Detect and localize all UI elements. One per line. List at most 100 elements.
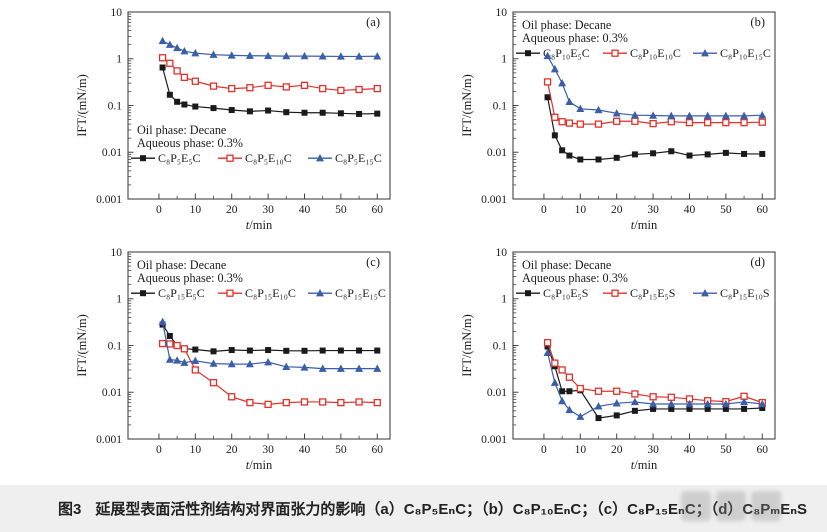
y-tick-label: 0.001 <box>96 434 122 446</box>
x-tick-label: 40 <box>299 204 311 216</box>
series-C₈P₁₀E₅C <box>544 94 766 163</box>
x-tick-label: 40 <box>684 204 696 216</box>
panel-letter: (d) <box>750 255 765 269</box>
x-tick-label: 20 <box>226 444 238 456</box>
y-tick-label: 0.001 <box>96 194 122 206</box>
x-tick-label: 60 <box>757 444 769 456</box>
info-line: Aqueous phase: 0.3% <box>137 136 243 150</box>
legend: C₈P₅E₅C C₈P₅E₁₀C C₈P₅E₁₅C <box>131 151 382 165</box>
legend-label: C₈P₁₀E₅C <box>543 46 590 60</box>
x-tick-label: 60 <box>372 444 384 456</box>
y-tick-label: 0.1 <box>108 100 123 112</box>
plot-frame <box>512 11 776 200</box>
y-tick-label: 0.001 <box>481 194 507 206</box>
x-tick-label: 50 <box>720 204 732 216</box>
legend-label: C₈P₁₅E₅C <box>158 286 205 300</box>
watermark <box>681 491 827 529</box>
legend-label: C₈P₅E₅C <box>158 151 201 165</box>
x-tick-label: 40 <box>684 444 696 456</box>
x-axis: 0 10 20 30 40 50 60 t/min <box>541 193 769 232</box>
y-axis-title: IFT/(mN/m) <box>75 74 89 137</box>
x-tick-label: 30 <box>647 444 659 456</box>
x-tick-label: 10 <box>190 204 202 216</box>
y-axis-title: IFT/(mN/m) <box>460 314 474 377</box>
legend-label: C₈P₁₀E₁₅C <box>720 46 771 60</box>
x-tick-label: 60 <box>372 204 384 216</box>
y-tick-label: 1 <box>116 54 122 66</box>
x-tick-label: 60 <box>757 204 769 216</box>
x-tick-label: 50 <box>335 444 347 456</box>
y-axis: 10 1 0.1 0.01 0.001 IFT/(mN/m) <box>75 7 134 206</box>
legend: C₈P₁₅E₅C C₈P₁₅E₁₀C C₈P₁₅E₁₅C <box>131 286 386 300</box>
info-line: Aqueous phase: 0.3% <box>137 271 243 285</box>
x-axis-title: t/min <box>246 218 273 232</box>
plot-frame <box>512 251 776 440</box>
caption-label: 图3 <box>58 501 82 518</box>
legend-label: C₈P₁₅E₅S <box>630 286 675 300</box>
legend-label: C₈P₁₀E₁₀C <box>630 46 681 60</box>
series-C₈P₁₅E₁₀S <box>543 348 767 420</box>
x-axis: 0 10 20 30 40 50 60 t/min <box>156 193 384 232</box>
panel-letter: (c) <box>366 255 380 269</box>
y-tick-label: 1 <box>501 294 507 306</box>
y-tick-label: 0.1 <box>493 100 508 112</box>
x-axis: 0 10 20 30 40 50 60 t/min <box>541 433 769 472</box>
caption-text: 延展型表面活性剂结构对界面张力的影响（a）C₈P₅EₙC；（b）C₈P₁₀EₙC… <box>95 501 808 518</box>
chart-c-ift-vs-time: 10 1 0.1 0.01 0.001 IFT/(mN/m) 0 10 20 30 40 50 60 t/… <box>75 247 391 472</box>
x-tick-label: 0 <box>156 204 162 216</box>
x-tick-label: 20 <box>611 444 623 456</box>
chart-d-ift-vs-time: 10 1 0.1 0.01 0.001 IFT/(mN/m) 0 10 20 30 40 50 60 t/… <box>460 247 776 472</box>
x-tick-label: 30 <box>262 444 274 456</box>
series-C₈P₁₀E₁₅C <box>543 51 767 120</box>
legend-label: C₈P₅E₁₀C <box>245 151 292 165</box>
y-tick-label: 10 <box>111 247 123 259</box>
subplot-d: 10 1 0.1 0.01 0.001 IFT/(mN/m) 0 10 20 30 40 50 60 t/… <box>423 240 808 480</box>
y-tick-label: 0.01 <box>487 387 507 399</box>
series-C₈P₁₀E₁₀C <box>543 78 766 128</box>
series-C₈P₅E₁₅C <box>158 36 382 60</box>
series-C₈P₁₅E₁₀C <box>158 339 381 409</box>
y-tick-label: 1 <box>116 294 122 306</box>
legend: C₈P₁₀E₅C C₈P₁₀E₁₀C C₈P₁₀E₁₅C <box>516 46 771 60</box>
x-axis-title: t/min <box>631 458 658 472</box>
plot-frame <box>127 11 391 200</box>
legend-label: C₈P₁₀E₅S <box>543 286 588 300</box>
x-tick-label: 0 <box>541 204 547 216</box>
y-tick-label: 0.01 <box>487 147 507 159</box>
x-tick-label: 30 <box>647 204 659 216</box>
x-tick-label: 10 <box>575 444 587 456</box>
legend-label: C₈P₁₅E₁₀S <box>720 286 770 300</box>
x-axis: 0 10 20 30 40 50 60 t/min <box>156 433 384 472</box>
x-tick-label: 50 <box>720 444 732 456</box>
x-tick-label: 0 <box>156 444 162 456</box>
y-tick-label: 0.1 <box>493 340 508 352</box>
chart-a-ift-vs-time: 10 1 0.1 0.01 0.001 IFT/(mN/m) 0 10 20 30 40 50 60 t/… <box>75 7 391 232</box>
legend-label: C₈P₁₅E₁₀C <box>245 286 296 300</box>
x-tick-label: 20 <box>226 204 238 216</box>
x-axis-title: t/min <box>246 458 273 472</box>
y-tick-label: 10 <box>496 247 508 259</box>
series-C₈P₅E₅C <box>159 64 381 117</box>
series-C₈P₅E₁₀C <box>158 54 381 95</box>
info-line: Oil phase: Decane <box>137 123 226 137</box>
subplot-grid: 10 1 0.1 0.01 0.001 IFT/(mN/m) 0 10 20 30 40 50 60 t/… <box>38 7 808 480</box>
y-axis: 10 1 0.1 0.01 0.001 IFT/(mN/m) <box>460 247 519 446</box>
y-axis-title: IFT/(mN/m) <box>75 314 89 377</box>
y-tick-label: 0.01 <box>102 387 122 399</box>
info-line: Oil phase: Decane <box>522 258 611 272</box>
y-tick-label: 0.1 <box>108 340 123 352</box>
legend-label: C₈P₁₅E₁₅C <box>335 286 386 300</box>
y-axis: 10 1 0.1 0.01 0.001 IFT/(mN/m) <box>460 7 519 206</box>
y-tick-label: 0.01 <box>102 147 122 159</box>
panel-letter: (a) <box>366 15 380 29</box>
info-line: Aqueous phase: 0.3% <box>522 31 628 45</box>
chart-b-ift-vs-time: 10 1 0.1 0.01 0.001 IFT/(mN/m) 0 10 20 30 40 50 60 t/… <box>460 7 776 232</box>
y-axis-title: IFT/(mN/m) <box>460 74 474 137</box>
subplot-c: 10 1 0.1 0.01 0.001 IFT/(mN/m) 0 10 20 30 40 50 60 t/… <box>38 240 423 480</box>
y-axis: 10 1 0.1 0.01 0.001 IFT/(mN/m) <box>75 247 134 446</box>
x-axis-title: t/min <box>631 218 658 232</box>
x-tick-label: 50 <box>335 204 347 216</box>
